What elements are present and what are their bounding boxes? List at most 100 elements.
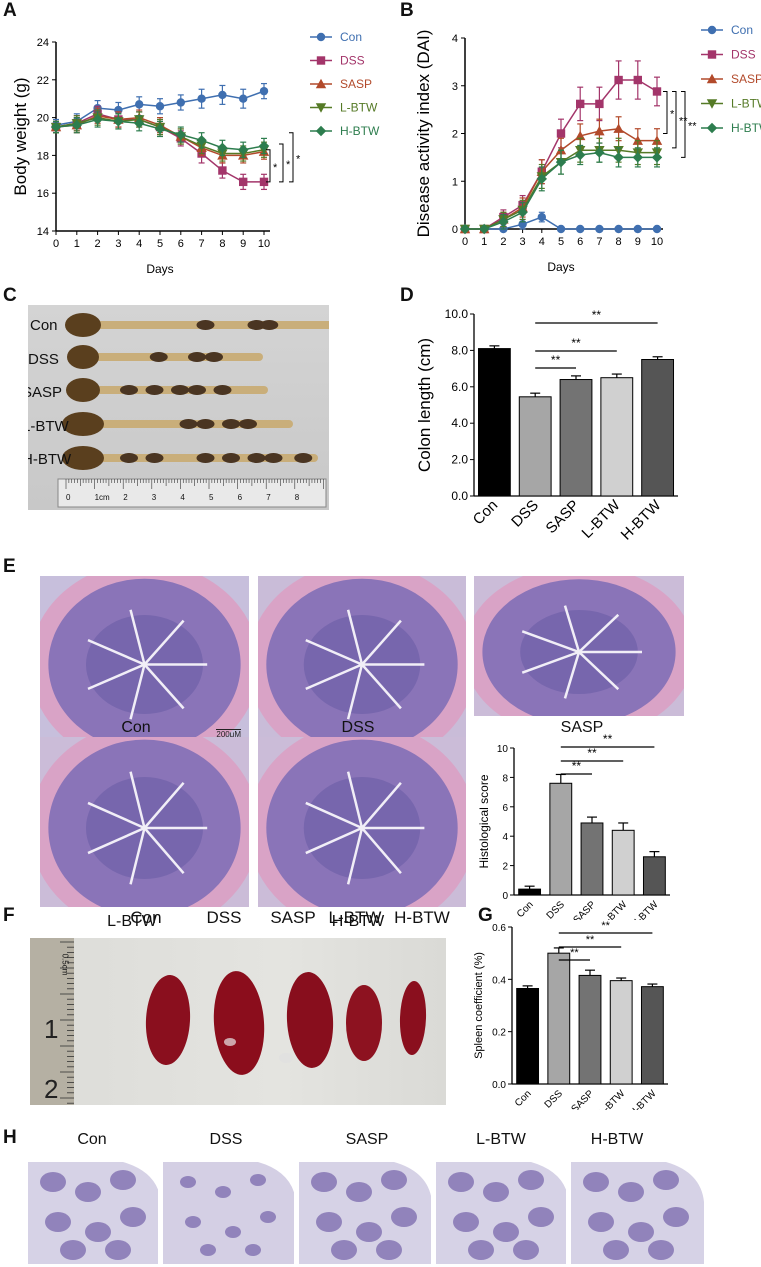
white-pulp — [40, 1172, 66, 1192]
white-pulp — [381, 1170, 407, 1190]
white-pulp — [583, 1172, 609, 1192]
colon-photo-svg — [57, 313, 329, 508]
y-tick-label: 22 — [37, 75, 49, 87]
y-tick-label: 0.2 — [492, 1028, 506, 1039]
y-tick-label: 8 — [502, 773, 508, 784]
ruler-label: 6 — [237, 493, 243, 502]
spleen-label-sasp: SASP — [270, 908, 316, 927]
white-pulp — [185, 1216, 201, 1228]
fecal-pellet — [264, 453, 283, 463]
lumen-fold — [563, 605, 581, 653]
cecum — [66, 378, 100, 402]
spleen-lbtw — [346, 985, 382, 1061]
x-tick-label: 9 — [635, 236, 641, 248]
x-tick-label: 5 — [558, 236, 564, 248]
y-tick-label: 10.0 — [445, 307, 469, 321]
x-tick-label: 6 — [577, 236, 583, 248]
x-tick-label: 2 — [500, 236, 506, 248]
x-tick-label: 7 — [199, 238, 205, 250]
x-tick-label-l-btw: L-BTW — [598, 1088, 628, 1110]
spleen-photo: 1 2 0.5cm — [30, 938, 446, 1105]
lumen-fold — [361, 827, 402, 875]
y-tick-label: 20 — [37, 113, 49, 125]
colon-sample-4 — [62, 412, 293, 436]
data-point-con — [595, 224, 604, 234]
data-point-sasp — [613, 123, 624, 133]
fecal-pellet — [222, 419, 240, 429]
data-point-dss — [576, 99, 585, 109]
x-tick-label-h-btw: H-BTW — [618, 496, 665, 543]
spleen-label-hbtw: H-BTW — [394, 908, 450, 927]
y-tick-label: 2.0 — [451, 453, 468, 467]
colon-sample-5 — [62, 446, 318, 470]
series-con: Con — [460, 23, 753, 234]
y-tick-label: 4 — [452, 33, 458, 45]
histology-hbtw — [258, 737, 466, 907]
y-tick-label: 18 — [37, 150, 49, 162]
lumen-fold — [521, 630, 580, 654]
background-corner — [666, 1162, 704, 1202]
fecal-pellet — [247, 320, 266, 330]
white-pulp — [468, 1240, 494, 1260]
fecal-pellet — [149, 352, 168, 362]
legend-label-sasp: SASP — [340, 77, 372, 91]
significance-mark: ** — [570, 947, 579, 959]
white-pulp — [250, 1174, 266, 1186]
spleen-photo-svg: 1 2 — [30, 938, 427, 1105]
cecum — [62, 412, 104, 436]
lumen-fold — [87, 639, 145, 666]
y-axis-label: Body weight (g) — [11, 77, 30, 195]
significance-mark: * — [273, 162, 278, 174]
lumen-fold — [129, 827, 146, 885]
legend-marker-h-btw — [315, 125, 327, 137]
x-tick-label: 0 — [462, 236, 468, 248]
data-point-h-btw — [196, 135, 207, 146]
y-tick-label: 3 — [452, 81, 458, 93]
data-point-h-btw — [632, 152, 643, 163]
legend-label-con: Con — [340, 30, 362, 44]
x-tick-label: 10 — [258, 238, 270, 250]
white-pulp — [311, 1172, 337, 1192]
y-tick-label: 8.0 — [451, 343, 468, 357]
bar-l-btw — [609, 980, 633, 1085]
bar-con — [516, 987, 540, 1085]
bar-dss — [549, 782, 573, 896]
significance-mark: ** — [587, 746, 597, 760]
y-tick-label: 4 — [502, 832, 508, 843]
series-h-btw: H-BTW — [50, 111, 380, 158]
lumen-fold — [305, 801, 363, 830]
data-point-con — [218, 90, 227, 100]
panel-label-b: B — [400, 0, 414, 21]
x-tick-label-dss: DSS — [545, 899, 568, 920]
background-corner — [258, 1162, 294, 1193]
y-axis-label: Colon length (cm) — [415, 338, 434, 472]
bar-sasp — [580, 822, 604, 896]
fecal-pellet — [294, 453, 313, 463]
data-point-con — [155, 102, 165, 111]
lumen-fold — [87, 663, 145, 690]
data-point-dss — [652, 87, 662, 96]
significance-mark: ** — [571, 336, 581, 350]
legend-marker-dss — [707, 50, 717, 59]
significance-mark: * — [296, 153, 301, 165]
white-pulp — [391, 1207, 417, 1227]
bar-dss — [547, 952, 571, 1085]
data-point-con — [537, 212, 546, 222]
scale-bar-label: 200μM — [216, 729, 241, 739]
data-point-h-btw — [555, 156, 567, 168]
bar-sasp — [578, 974, 602, 1085]
spleen-hist-con — [28, 1162, 158, 1264]
spleen-hbtw — [399, 981, 427, 1055]
white-pulp — [105, 1240, 131, 1260]
x-tick-label-dss: DSS — [543, 1088, 566, 1110]
significance-bracket — [663, 90, 668, 134]
ruler-label: 2 — [123, 493, 128, 502]
data-point-h-btw — [613, 152, 624, 163]
background-corner — [394, 1162, 431, 1197]
bar-h-btw — [641, 359, 675, 497]
y-tick-label: 10 — [497, 744, 509, 755]
white-pulp — [45, 1212, 71, 1232]
white-pulp — [225, 1226, 241, 1238]
bar-l-btw — [600, 377, 634, 497]
data-point-dss — [614, 75, 623, 85]
